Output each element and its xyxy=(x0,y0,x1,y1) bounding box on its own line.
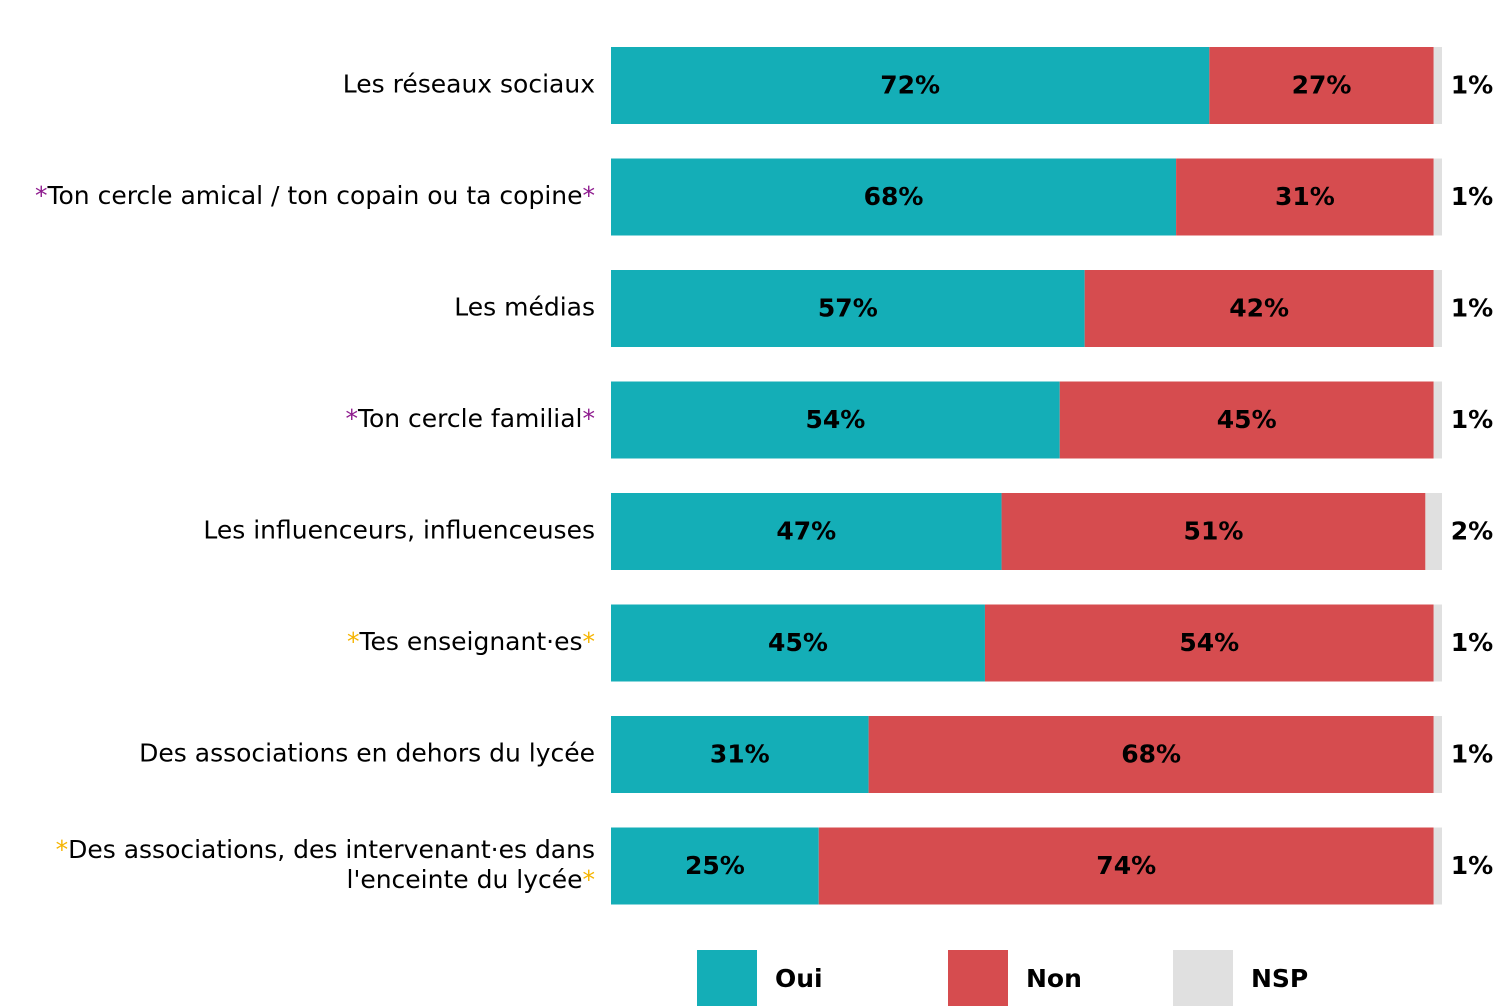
value-label: 51% xyxy=(1184,517,1244,546)
value-label: 45% xyxy=(768,628,828,657)
bar-segment xyxy=(1433,716,1442,793)
value-label: 27% xyxy=(1292,71,1352,100)
value-label: 68% xyxy=(864,182,924,211)
value-label: 45% xyxy=(1217,405,1277,434)
value-label: 1% xyxy=(1451,628,1493,657)
bar-segment xyxy=(1176,158,1434,236)
legend-swatch xyxy=(948,950,1008,1006)
value-label: 68% xyxy=(1121,740,1181,769)
bar-segment xyxy=(611,716,869,793)
bar-segment xyxy=(1433,381,1442,459)
bar-segment xyxy=(611,604,985,682)
category-label: Les réseaux sociaux xyxy=(343,70,595,99)
value-label: 1% xyxy=(1451,740,1493,769)
bar-segment xyxy=(1425,493,1442,570)
legend-label: Non xyxy=(1026,964,1082,993)
value-label: 31% xyxy=(710,740,770,769)
category-label: *Ton cercle amical / ton copain ou ta co… xyxy=(35,181,595,210)
bar-segment xyxy=(1059,381,1434,459)
bar-segment xyxy=(611,47,1210,124)
category-label: *Tes enseignant·es* xyxy=(347,627,595,656)
value-label: 25% xyxy=(685,851,745,880)
bar-segment xyxy=(611,381,1060,459)
legend-swatch xyxy=(1173,950,1233,1006)
bar-segment xyxy=(1084,270,1434,347)
legend-label: NSP xyxy=(1251,964,1308,993)
category-label: *Ton cercle familial* xyxy=(345,404,595,433)
value-label: 54% xyxy=(1179,628,1239,657)
bar-segment xyxy=(868,716,1434,793)
value-label: 42% xyxy=(1229,294,1289,323)
bar-segment xyxy=(1433,827,1442,905)
value-label: 1% xyxy=(1451,182,1493,211)
value-label: 1% xyxy=(1451,71,1493,100)
bar-segment xyxy=(984,604,1434,682)
bar-segment xyxy=(611,270,1085,347)
value-label: 54% xyxy=(805,405,865,434)
category-label: Les médias xyxy=(454,293,595,322)
value-label: 1% xyxy=(1451,294,1493,323)
category-label: *Des associations, des intervenant·es da… xyxy=(56,835,595,894)
category-label: Des associations en dehors du lycée xyxy=(139,739,595,768)
bar-segment xyxy=(1433,270,1442,347)
legend-label: Oui xyxy=(775,964,823,993)
bar-segment xyxy=(611,827,819,905)
value-label: 74% xyxy=(1096,851,1156,880)
value-label: 1% xyxy=(1451,851,1493,880)
bar-segment xyxy=(818,827,1434,905)
value-label: 57% xyxy=(818,294,878,323)
bar-segment xyxy=(1209,47,1434,124)
bar-segment xyxy=(1433,47,1442,124)
bar-segment xyxy=(611,493,1002,570)
value-label: 72% xyxy=(880,71,940,100)
value-label: 31% xyxy=(1275,182,1335,211)
bar-segment xyxy=(611,158,1177,236)
category-label: Les influenceurs, influenceuses xyxy=(203,516,595,545)
value-label: 2% xyxy=(1451,517,1493,546)
value-label: 1% xyxy=(1451,405,1493,434)
value-label: 47% xyxy=(776,517,836,546)
legend-swatch xyxy=(697,950,757,1006)
bar-segment xyxy=(1433,158,1442,236)
bar-segment xyxy=(1433,604,1442,682)
bar-segment xyxy=(1001,493,1426,570)
